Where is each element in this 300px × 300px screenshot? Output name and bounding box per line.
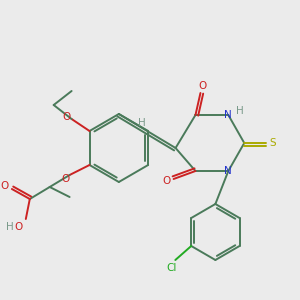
Text: H: H [138, 118, 146, 128]
Text: O: O [198, 81, 207, 91]
Text: H: H [236, 106, 244, 116]
Text: N: N [224, 166, 232, 176]
Text: O: O [1, 181, 9, 191]
Text: S: S [270, 138, 276, 148]
Text: H: H [6, 222, 14, 232]
Text: Cl: Cl [166, 263, 176, 273]
Text: O: O [61, 174, 70, 184]
Text: O: O [62, 112, 71, 122]
Text: O: O [163, 176, 171, 186]
Text: N: N [224, 110, 232, 120]
Text: O: O [15, 222, 23, 232]
